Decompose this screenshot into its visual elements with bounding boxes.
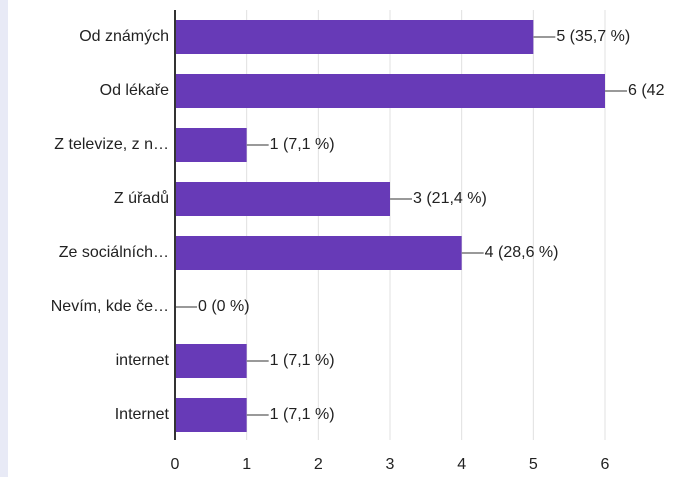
y-tick-label: Internet — [115, 406, 170, 423]
x-tick-label: 0 — [171, 456, 180, 473]
y-tick-label: Z televize, z n… — [54, 136, 169, 153]
bar — [175, 182, 390, 216]
page-border — [0, 0, 8, 477]
value-label: 1 (7,1 %) — [270, 136, 335, 153]
bar — [175, 128, 247, 162]
y-tick-label: Nevím, kde če… — [51, 298, 169, 315]
bar — [175, 398, 247, 432]
value-label: 0 (0 %) — [198, 298, 250, 315]
bar — [175, 74, 605, 108]
value-label: 6 (42 — [628, 82, 665, 99]
x-tick-label: 3 — [386, 456, 395, 473]
value-label: 4 (28,6 %) — [485, 244, 559, 261]
y-tick-label: internet — [116, 352, 170, 369]
x-tick-label: 4 — [457, 456, 466, 473]
value-label: 3 (21,4 %) — [413, 190, 487, 207]
y-tick-label: Od lékaře — [100, 82, 169, 99]
x-tick-label: 2 — [314, 456, 323, 473]
y-tick-label: Z úřadů — [114, 189, 169, 207]
bar — [175, 236, 462, 270]
value-label: 5 (35,7 %) — [556, 28, 630, 45]
x-tick-label: 6 — [601, 456, 610, 473]
bar — [175, 344, 247, 378]
value-label: 1 (7,1 %) — [270, 406, 335, 423]
x-tick-label: 5 — [529, 456, 538, 473]
y-tick-label: Od známých — [79, 28, 169, 45]
x-tick-label: 1 — [242, 456, 251, 473]
bar — [175, 20, 534, 54]
value-label: 1 (7,1 %) — [270, 352, 335, 369]
y-tick-label: Ze sociálních… — [59, 244, 169, 261]
